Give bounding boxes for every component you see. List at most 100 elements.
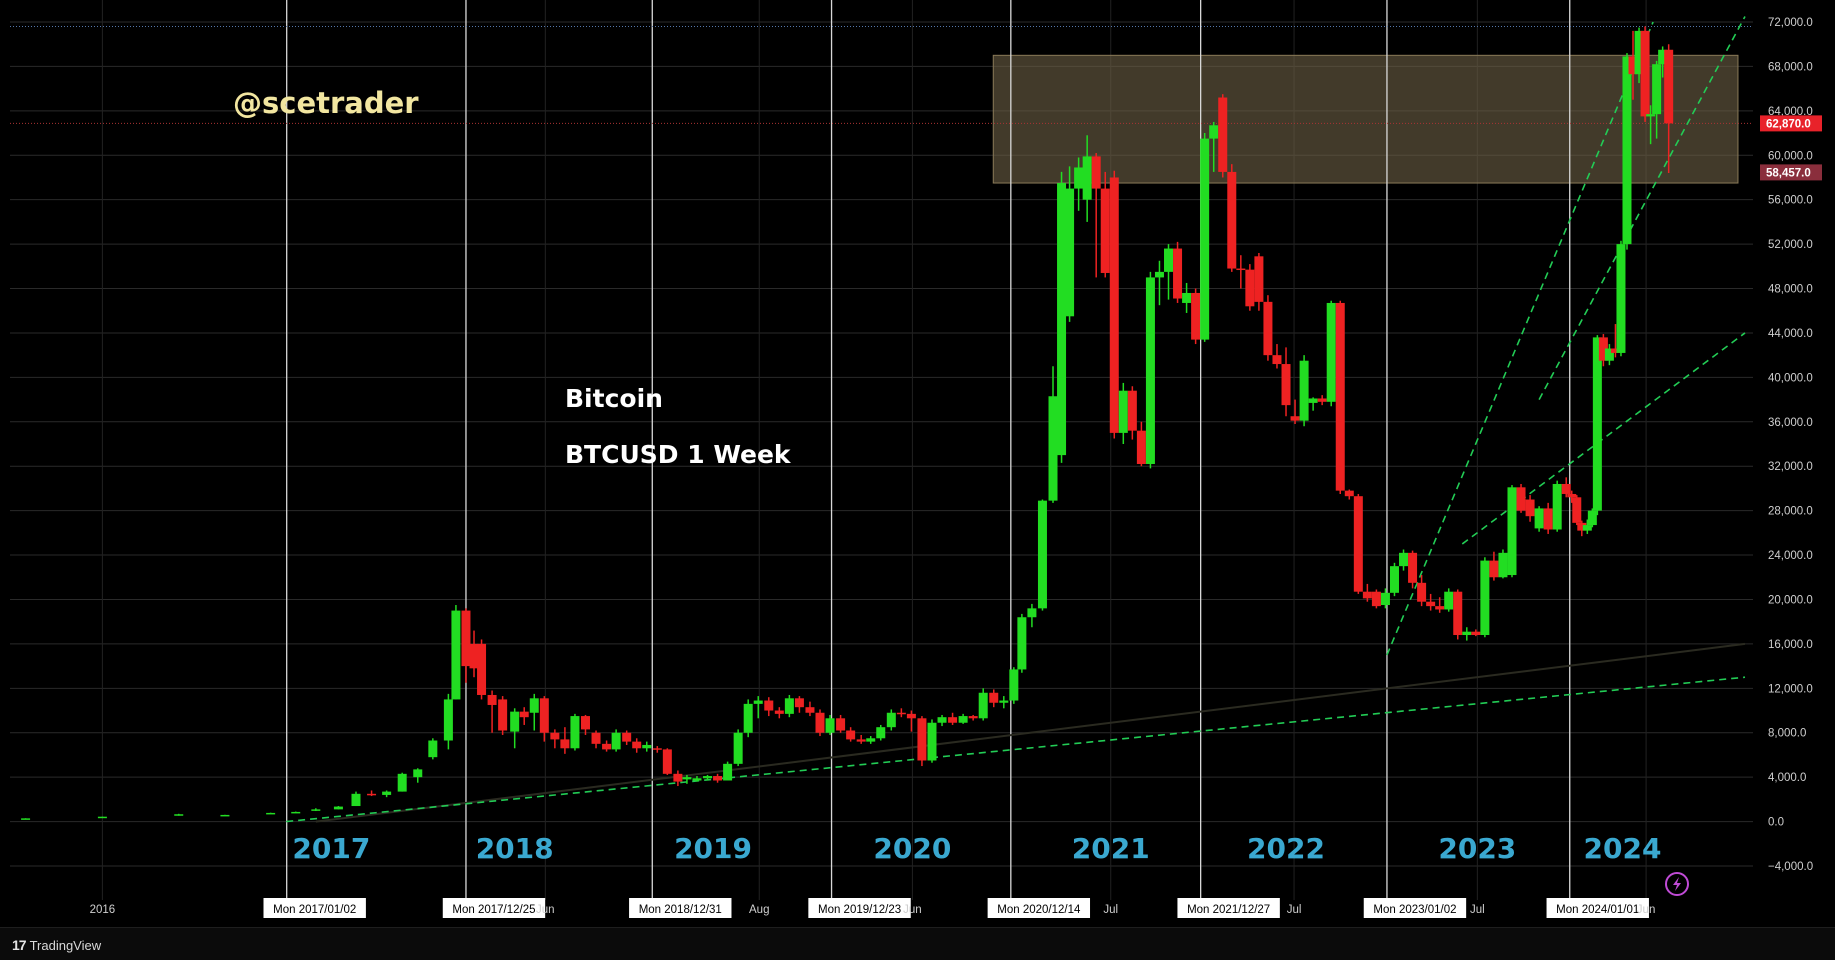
candle-down: [1453, 591, 1463, 636]
candle-down: [1567, 493, 1577, 498]
candle-down: [1236, 268, 1246, 271]
candle-down: [815, 712, 825, 733]
brand-label: TradingView: [29, 937, 102, 953]
candle-down: [1362, 591, 1372, 599]
candle-down: [1353, 496, 1363, 592]
candle-down: [764, 700, 774, 711]
candle-up: [1017, 617, 1027, 670]
candle-down: [487, 694, 497, 705]
candle-down: [1227, 171, 1237, 269]
candle-up: [397, 773, 407, 792]
x-tick-label: Jul: [1470, 904, 1485, 916]
candle-up: [220, 814, 230, 817]
candle-down: [662, 749, 672, 774]
candle-up: [1037, 500, 1047, 609]
y-tick-label: 16,000.0: [1768, 639, 1813, 651]
candle-up: [1009, 669, 1019, 701]
candle-up: [1587, 510, 1597, 526]
candle-up: [1380, 592, 1390, 606]
x-tick-label: Mon 2020/12/14: [997, 904, 1081, 916]
candle-up: [443, 699, 453, 741]
candle-down: [856, 739, 866, 742]
resistance-zone: [992, 54, 1739, 184]
candle-down: [1272, 355, 1282, 365]
candle-down: [1561, 483, 1571, 494]
candle-down: [1664, 49, 1674, 124]
candle-down: [968, 716, 978, 719]
candle-down: [1100, 188, 1110, 273]
candle-up: [642, 744, 652, 749]
tradingview-brand[interactable]: 17 TradingView: [12, 937, 101, 953]
y-tick-label: 64,000.0: [1768, 106, 1813, 118]
candle-up: [978, 692, 988, 719]
candle-up: [529, 698, 539, 713]
x-tick-label: Jun: [536, 904, 555, 916]
candle-up: [351, 793, 361, 807]
price-tag-label: 58,457.0: [1766, 167, 1811, 179]
candle-up: [174, 814, 184, 816]
candle-down: [1417, 582, 1427, 602]
price-axis[interactable]: 72,000.0 68,000.0 64,000.0 60,000.0 56,000.0…: [1768, 17, 1813, 873]
candle-down: [836, 718, 846, 731]
price-tag-box: [1760, 164, 1822, 181]
candle-up: [570, 716, 580, 749]
candle-up: [382, 791, 392, 795]
candle-down: [539, 698, 549, 733]
x-tick-label: Jul: [1103, 904, 1118, 916]
candle-down: [591, 732, 601, 744]
year-label: 2019: [674, 832, 752, 865]
x-tick-box: [808, 898, 911, 918]
candle-up: [451, 610, 461, 700]
trendline: [1386, 21, 1654, 656]
candle-down: [1640, 30, 1650, 117]
y-tick-label: 72,000.0: [1768, 17, 1813, 29]
candle-down: [1254, 256, 1264, 302]
time-axis[interactable]: 2016 Mon 2017/01/02 Mon 2017/12/25 Jun Mon 2…: [90, 898, 1656, 918]
x-tick-label: Mon 2023/01/02: [1373, 904, 1456, 916]
lightning-circle-icon[interactable]: [1665, 872, 1689, 896]
candle-up: [1182, 292, 1192, 303]
candle-up: [1582, 525, 1592, 531]
price-chart[interactable]: 2017 2018 2019 2020 2021 2022 2023 2024 72,000.…: [0, 0, 1835, 927]
candle-down: [1091, 156, 1101, 189]
candle-up: [1616, 244, 1626, 353]
price-tag-box: [1760, 115, 1822, 132]
trendline: [315, 642, 1746, 823]
candle-down: [1610, 348, 1620, 353]
candle-down: [906, 713, 916, 719]
candle-up: [1592, 337, 1602, 511]
candle-up: [1057, 183, 1067, 456]
candle-up: [682, 777, 692, 780]
candle-down: [461, 610, 471, 667]
candle-up: [1507, 487, 1517, 576]
x-tick-label: Jun: [1637, 904, 1656, 916]
candle-down: [1317, 398, 1327, 402]
candle-down: [1525, 499, 1535, 517]
candle-up: [876, 727, 886, 739]
candle-down: [1245, 269, 1255, 307]
year-label: 2017: [292, 832, 370, 865]
candle-down: [1136, 430, 1146, 464]
candle-down: [652, 748, 662, 750]
candle-up: [1308, 398, 1318, 403]
chart-subtitle: BTCUSD 1 Week: [565, 440, 792, 469]
year-label: 2018: [476, 832, 554, 865]
x-tick-label: Mon 2017/12/25: [452, 904, 535, 916]
candle-up: [1209, 125, 1219, 139]
y-tick-label: 20,000.0: [1768, 594, 1813, 606]
x-tick-box: [263, 898, 366, 918]
candle-down: [1435, 606, 1445, 610]
year-label: 2020: [873, 832, 951, 865]
x-tick-label: Mon 2019/12/23: [818, 904, 901, 916]
x-tick-box: [1363, 898, 1467, 918]
candle-up: [413, 769, 423, 778]
y-tick-label: 60,000.0: [1768, 150, 1813, 162]
candle-up: [428, 740, 438, 758]
candle-up: [1604, 348, 1614, 361]
candle-up: [21, 818, 31, 820]
trendline: [1538, 16, 1746, 400]
candle-up: [1326, 302, 1336, 402]
candle-down: [1218, 97, 1228, 172]
candle-up: [1498, 552, 1508, 578]
candle-up: [692, 778, 702, 781]
